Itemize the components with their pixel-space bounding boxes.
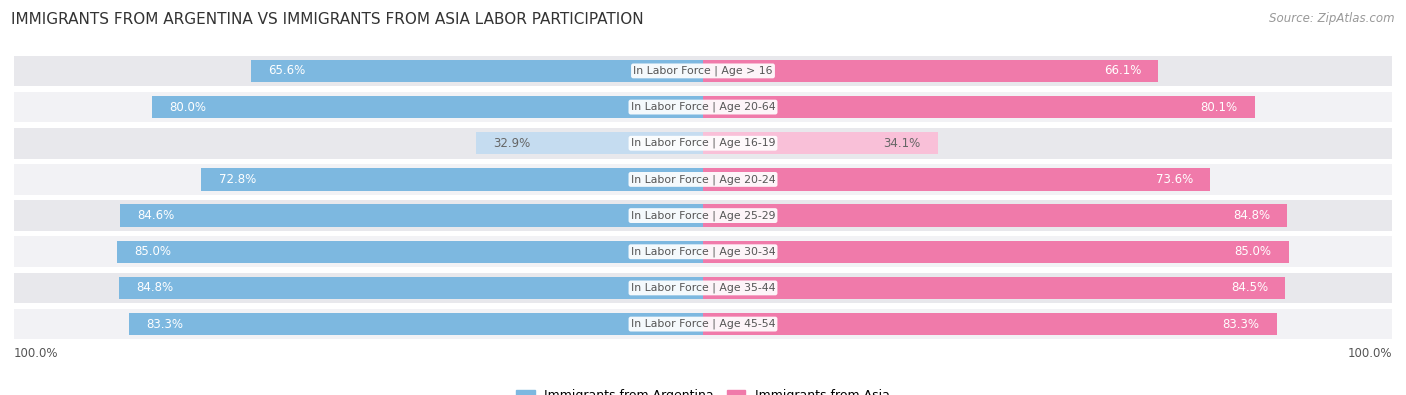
Bar: [14, 309, 1392, 339]
Text: IMMIGRANTS FROM ARGENTINA VS IMMIGRANTS FROM ASIA LABOR PARTICIPATION: IMMIGRANTS FROM ARGENTINA VS IMMIGRANTS …: [11, 12, 644, 27]
Bar: [703, 132, 938, 154]
Text: In Labor Force | Age 45-54: In Labor Force | Age 45-54: [631, 319, 775, 329]
Bar: [14, 128, 1392, 159]
Text: In Labor Force | Age 30-34: In Labor Force | Age 30-34: [631, 246, 775, 257]
Bar: [129, 313, 703, 335]
Bar: [252, 60, 703, 82]
Bar: [14, 56, 1392, 86]
Text: 83.3%: 83.3%: [146, 318, 183, 331]
Text: In Labor Force | Age 20-24: In Labor Force | Age 20-24: [631, 174, 775, 185]
Text: 100.0%: 100.0%: [14, 346, 59, 359]
Text: 100.0%: 100.0%: [1347, 346, 1392, 359]
Text: 85.0%: 85.0%: [135, 245, 172, 258]
Text: In Labor Force | Age 25-29: In Labor Force | Age 25-29: [631, 210, 775, 221]
Bar: [703, 277, 1285, 299]
Bar: [201, 168, 703, 191]
Bar: [14, 236, 1392, 267]
Bar: [120, 204, 703, 227]
Text: 84.8%: 84.8%: [136, 281, 173, 294]
Text: 84.5%: 84.5%: [1230, 281, 1268, 294]
Bar: [703, 241, 1289, 263]
Text: 66.1%: 66.1%: [1104, 64, 1142, 77]
Text: 85.0%: 85.0%: [1234, 245, 1271, 258]
Legend: Immigrants from Argentina, Immigrants from Asia: Immigrants from Argentina, Immigrants fr…: [510, 384, 896, 395]
Bar: [14, 92, 1392, 122]
Bar: [117, 241, 703, 263]
Text: Source: ZipAtlas.com: Source: ZipAtlas.com: [1270, 12, 1395, 25]
Text: 84.6%: 84.6%: [138, 209, 174, 222]
Text: 32.9%: 32.9%: [494, 137, 531, 150]
Text: 72.8%: 72.8%: [219, 173, 256, 186]
Bar: [703, 60, 1159, 82]
Text: 80.0%: 80.0%: [169, 101, 207, 114]
Text: In Labor Force | Age 16-19: In Labor Force | Age 16-19: [631, 138, 775, 149]
Text: In Labor Force | Age 20-64: In Labor Force | Age 20-64: [631, 102, 775, 112]
Bar: [14, 164, 1392, 195]
Bar: [703, 96, 1254, 118]
Bar: [14, 273, 1392, 303]
Bar: [477, 132, 703, 154]
Text: 83.3%: 83.3%: [1223, 318, 1260, 331]
Bar: [14, 200, 1392, 231]
Text: 73.6%: 73.6%: [1156, 173, 1192, 186]
Bar: [118, 277, 703, 299]
Text: 65.6%: 65.6%: [269, 64, 305, 77]
Bar: [703, 204, 1288, 227]
Bar: [703, 313, 1277, 335]
Bar: [152, 96, 703, 118]
Text: 80.1%: 80.1%: [1201, 101, 1237, 114]
Text: 84.8%: 84.8%: [1233, 209, 1270, 222]
Text: In Labor Force | Age > 16: In Labor Force | Age > 16: [633, 66, 773, 76]
Bar: [703, 168, 1211, 191]
Text: 34.1%: 34.1%: [883, 137, 921, 150]
Text: In Labor Force | Age 35-44: In Labor Force | Age 35-44: [631, 283, 775, 293]
